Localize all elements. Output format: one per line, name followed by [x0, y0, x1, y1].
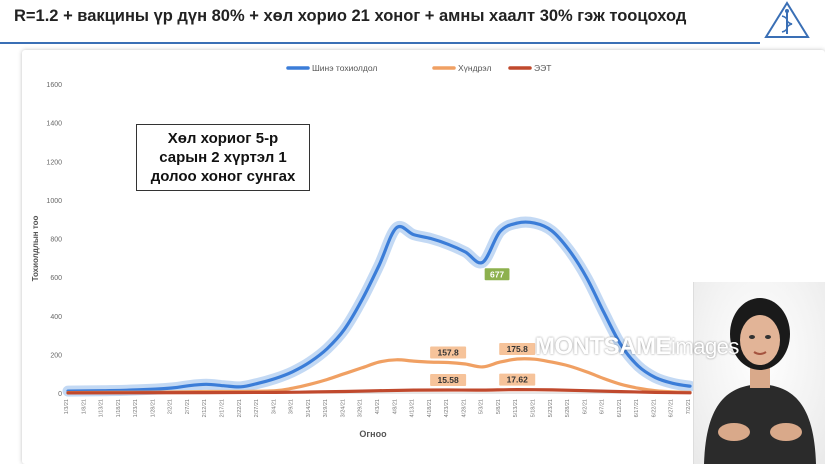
interpreter-figure-icon	[704, 298, 816, 464]
legend-label-2: ЭЭТ	[534, 63, 551, 73]
x-tick-label: 3/4/21	[271, 399, 277, 414]
x-tick-label: 5/23/21	[548, 399, 554, 417]
x-tick-label: 2/12/21	[202, 399, 208, 417]
x-tick-label: 2/7/21	[185, 399, 191, 414]
x-tick-label: 6/12/21	[617, 399, 623, 417]
chart-panel	[22, 50, 825, 464]
data-label-4: 17.62	[507, 375, 529, 385]
x-tick-label: 1/18/21	[116, 399, 122, 417]
y-tick-label: 1200	[46, 159, 62, 166]
title-divider	[0, 42, 760, 44]
x-tick-label: 4/28/21	[461, 399, 467, 417]
x-tick-label: 1/8/21	[81, 399, 87, 414]
series-line-0	[66, 220, 692, 393]
y-axis-title: Тохиолдлын тоо	[31, 215, 40, 281]
watermark-suffix: images	[671, 334, 739, 359]
data-label-bg-1	[430, 346, 467, 359]
ministry-logo-icon	[764, 1, 810, 38]
data-label-bg-4	[499, 373, 536, 386]
data-label-bg-2	[499, 343, 536, 356]
x-tick-label: 6/27/21	[669, 399, 675, 417]
x-tick-label: 3/14/21	[306, 399, 312, 417]
y-tick-label: 1600	[46, 82, 62, 89]
y-tick-label: 200	[50, 352, 62, 359]
x-tick-label: 1/28/21	[150, 399, 156, 417]
x-tick-label: 4/13/21	[410, 399, 416, 417]
x-tick-label: 3/9/21	[289, 399, 295, 414]
series-line-2	[66, 388, 692, 395]
chart-annotation: Хөл хориог 5-р сарын 2 хүртэл 1 долоо хо…	[136, 124, 310, 191]
x-tick-label: 5/28/21	[565, 399, 571, 417]
x-tick-label: 2/22/21	[237, 399, 243, 417]
x-tick-label: 1/13/21	[99, 399, 105, 417]
y-tick-label: 600	[50, 275, 62, 282]
data-label-bg-3	[430, 373, 467, 386]
x-tick-label: 5/8/21	[496, 399, 502, 414]
page-title: R=1.2 + вакцины үр дүн 80% + хөл хорио 2…	[14, 7, 687, 25]
x-tick-label: 6/22/21	[651, 399, 657, 417]
sign-language-interpreter	[693, 282, 825, 464]
legend-label-0: Шинэ тохиолдол	[312, 63, 377, 73]
x-tick-label: 5/13/21	[513, 399, 519, 417]
x-tick-label: 5/3/21	[479, 399, 485, 414]
annotation-line-1: Хөл хориог 5-р	[167, 130, 279, 147]
x-tick-label: 3/19/21	[323, 399, 329, 417]
x-tick-label: 6/2/21	[582, 399, 588, 414]
x-tick-label: 4/18/21	[427, 399, 433, 417]
x-tick-label: 3/29/21	[358, 399, 364, 417]
y-tick-label: 1000	[46, 198, 62, 205]
annotation-line-2: сарын 2 хүртэл 1	[159, 149, 287, 166]
x-tick-label: 3/24/21	[340, 399, 346, 417]
watermark-brand: MONTSAME	[535, 333, 672, 360]
y-tick-label: 1400	[46, 121, 62, 128]
watermark: MONTSAMEimages	[535, 333, 739, 361]
series-line-1	[66, 357, 692, 395]
annotation-line-3: долоо хоног сунгах	[150, 168, 296, 185]
x-tick-label: 5/18/21	[531, 399, 537, 417]
x-tick-label: 2/27/21	[254, 399, 260, 417]
y-tick-label: 0	[58, 391, 62, 398]
y-tick-label: 400	[50, 314, 62, 321]
x-tick-label: 4/23/21	[444, 399, 450, 417]
x-tick-label: 4/3/21	[375, 399, 381, 414]
x-tick-label: 1/3/21	[64, 399, 70, 414]
x-tick-label: 6/17/21	[634, 399, 640, 417]
data-label-bg-0	[484, 268, 510, 281]
data-label-3: 15.58	[437, 375, 459, 385]
x-tick-label: 7/2/21	[686, 399, 692, 414]
data-label-1: 157.8	[437, 348, 459, 358]
x-tick-label: 1/23/21	[133, 399, 139, 417]
data-label-0: 677	[490, 269, 504, 279]
series-band-0	[62, 216, 696, 397]
x-tick-label: 2/2/21	[168, 399, 174, 414]
x-tick-label: 6/7/21	[600, 399, 606, 414]
x-axis-title: Огноо	[359, 429, 387, 439]
y-tick-label: 800	[50, 237, 62, 244]
legend-label-1: Хүндрэл	[458, 63, 491, 73]
x-tick-label: 4/8/21	[392, 399, 398, 414]
data-label-2: 175.8	[507, 344, 529, 354]
x-tick-label: 2/17/21	[220, 399, 226, 417]
